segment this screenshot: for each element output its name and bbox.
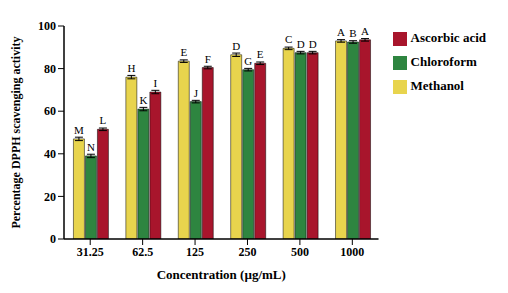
svg-text:80: 80: [44, 62, 56, 76]
svg-text:J: J: [194, 87, 199, 99]
svg-text:20: 20: [44, 190, 56, 204]
svg-text:H: H: [127, 62, 135, 74]
svg-text:D: D: [232, 40, 240, 52]
svg-text:A: A: [361, 25, 369, 37]
svg-text:D: D: [297, 38, 305, 50]
svg-text:C: C: [285, 33, 292, 45]
svg-text:250: 250: [238, 245, 256, 259]
svg-text:A: A: [337, 26, 345, 38]
svg-text:Percentage DPPH scavenging act: Percentage DPPH scavenging activity: [9, 36, 23, 228]
svg-text:E: E: [180, 46, 187, 58]
svg-text:M: M: [74, 124, 84, 136]
svg-text:Concentration (µg/mL): Concentration (µg/mL): [157, 267, 286, 282]
svg-text:L: L: [100, 114, 107, 126]
svg-text:G: G: [244, 55, 252, 67]
svg-text:F: F: [205, 53, 211, 65]
svg-text:D: D: [309, 38, 317, 50]
svg-text:1000: 1000: [340, 245, 364, 259]
svg-text:100: 100: [38, 19, 56, 33]
svg-text:60: 60: [44, 104, 56, 118]
svg-text:31.25: 31.25: [77, 245, 104, 259]
svg-text:125: 125: [186, 245, 204, 259]
svg-text:E: E: [257, 48, 264, 60]
svg-text:B: B: [349, 27, 356, 39]
svg-text:K: K: [139, 94, 147, 106]
svg-text:I: I: [154, 77, 158, 89]
html-text:Chloroform: Chloroform: [410, 54, 477, 69]
svg-text:500: 500: [291, 245, 309, 259]
html-text:Methanol: Methanol: [410, 78, 464, 93]
svg-text:0: 0: [50, 232, 56, 246]
svg-text:40: 40: [44, 147, 56, 161]
svg-text:62.5: 62.5: [132, 245, 153, 259]
html-text:Ascorbic acid: Ascorbic acid: [410, 30, 486, 45]
svg-text:N: N: [87, 141, 95, 153]
